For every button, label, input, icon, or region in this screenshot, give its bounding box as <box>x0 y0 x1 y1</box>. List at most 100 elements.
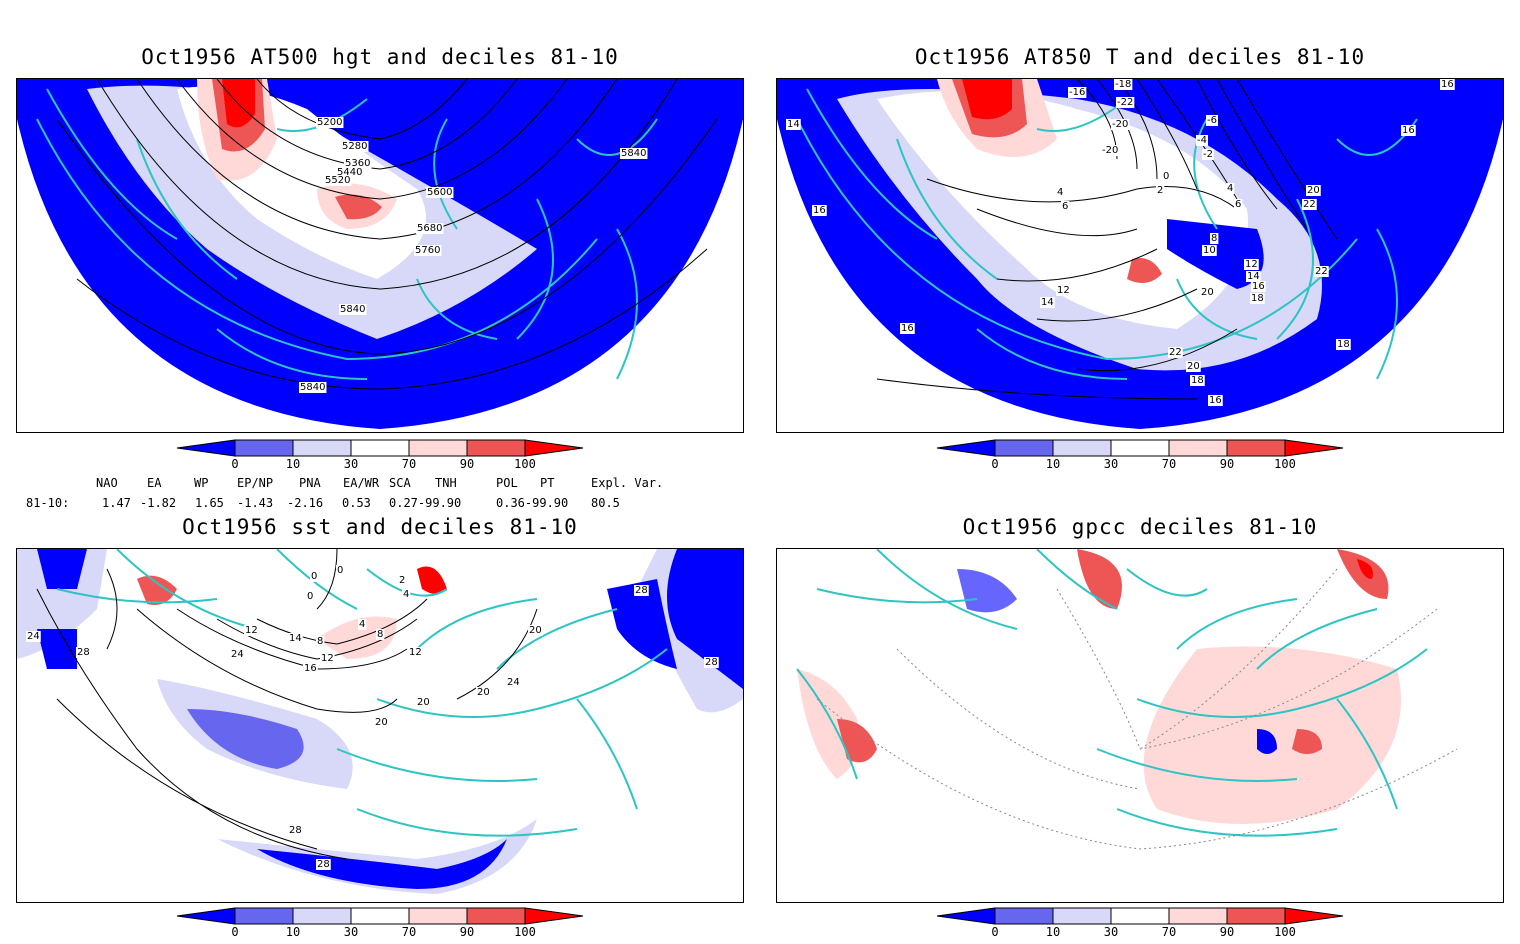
colorbar-segment <box>234 439 294 457</box>
contour-label: 5600 <box>427 187 452 198</box>
contour-label: 12 <box>409 647 422 658</box>
colorbar-segment <box>292 439 352 457</box>
index-header: PNA <box>299 476 321 490</box>
colorbar-tick-label: 0 <box>231 925 238 939</box>
index-value: -2.16 <box>287 496 324 510</box>
contour-label: 20 <box>417 697 430 708</box>
contour-label: 0 <box>307 591 313 602</box>
colorbar-segment <box>1052 439 1112 457</box>
contour-label: 16 <box>304 663 317 674</box>
colorbar-tick-label: 0 <box>991 925 998 939</box>
colorbar-segment <box>524 907 584 925</box>
index-value: 1.47 <box>102 496 131 510</box>
colorbar-segment <box>176 907 236 925</box>
colorbar-tick-label: 0 <box>991 457 998 471</box>
colorbar-tick-label: 70 <box>402 457 416 471</box>
colorbar-segment <box>1226 439 1286 457</box>
index-header: TNH <box>435 476 457 490</box>
contour-label: 24 <box>27 631 40 642</box>
colorbar-tick-label: 0 <box>231 457 238 471</box>
map-panel-gpcc <box>776 548 1504 903</box>
index-header: EA <box>147 476 162 490</box>
contour-label: 2 <box>399 575 405 586</box>
contour-label: 5280 <box>342 141 367 152</box>
colorbar-segment <box>292 907 352 925</box>
teleconnection-indices: NAO EA WP EP/NP PNA EA/WR SCA TNH POL PT… <box>0 474 760 514</box>
contour-label: 16 <box>1209 395 1222 406</box>
colorbar-tick-label: 100 <box>1274 925 1296 939</box>
contour-label: 14 <box>289 633 302 644</box>
contour-label: 0 <box>1163 171 1169 182</box>
colorbar-t850: 0 10 30 70 90 100 <box>935 438 1347 472</box>
colorbar-tick-label: 100 <box>1274 457 1296 471</box>
colorbar-segment <box>350 439 410 457</box>
contour-label: 20 <box>375 717 388 728</box>
colorbar-tick-label: 10 <box>286 457 300 471</box>
contour-label: -6 <box>1207 115 1217 126</box>
colorbar-tick-label: 30 <box>344 457 358 471</box>
colorbar-tick-label: 90 <box>460 457 474 471</box>
contour-label: -2 <box>1203 149 1213 160</box>
colorbar-sst: 0 10 30 70 90 100 <box>175 906 587 940</box>
colorbar-segment <box>234 907 294 925</box>
contour-label: 12 <box>1245 259 1258 270</box>
index-value: -1.82 <box>140 496 177 510</box>
index-value: 1.65 <box>195 496 224 510</box>
colorbar-gpcc: 0 10 30 70 90 100 <box>935 906 1347 940</box>
contour-label: 4 <box>1227 183 1233 194</box>
colorbar-segment <box>994 439 1054 457</box>
contour-label: 16 <box>813 205 826 216</box>
colorbar-segment <box>350 907 410 925</box>
colorbar-tick-label: 70 <box>1162 457 1176 471</box>
contour-label: 20 <box>1307 185 1320 196</box>
contour-label: 0 <box>311 571 317 582</box>
colorbar-segment <box>1052 907 1112 925</box>
index-header: SCA <box>389 476 411 490</box>
contour-label: -4 <box>1197 135 1207 146</box>
contour-label: 5840 <box>340 304 365 315</box>
colorbar-segment <box>466 439 526 457</box>
colorbar-tick-label: 70 <box>1162 925 1176 939</box>
colorbar-segment <box>524 439 584 457</box>
contour-label: 16 <box>1252 281 1265 292</box>
contour-label: 5680 <box>417 223 442 234</box>
contour-label: 5520 <box>325 175 350 186</box>
index-header: EA/WR <box>343 476 380 490</box>
contour-label: 5440 <box>337 167 362 178</box>
contour-label: 14 <box>1041 297 1054 308</box>
contour-label: 6 <box>1062 201 1068 212</box>
colorbar-tick-label: 30 <box>1104 925 1118 939</box>
colorbar-segment <box>936 907 996 925</box>
contour-label: 20 <box>529 625 542 636</box>
contour-label: 0 <box>337 565 343 576</box>
index-value: 80.5 <box>591 496 620 510</box>
contour-label: 5840 <box>300 382 325 393</box>
colorbar-segment <box>1226 907 1286 925</box>
contour-label: 28 <box>705 657 718 668</box>
colorbar-tick-label: 90 <box>1220 457 1234 471</box>
colorbar-tick-label: 90 <box>1220 925 1234 939</box>
contour-label: 28 <box>317 859 330 870</box>
colorbar-tick-label: 10 <box>1046 925 1060 939</box>
colorbar-tick-label: 90 <box>460 925 474 939</box>
contour-label: 16 <box>1402 125 1415 136</box>
colorbar-segment <box>466 907 526 925</box>
contour-label: 5760 <box>415 245 440 256</box>
colorbar-segment <box>1110 907 1170 925</box>
contour-label: 12 <box>321 653 334 664</box>
contour-label: 28 <box>77 647 90 658</box>
contour-label: 5360 <box>345 158 370 169</box>
contour-label: 14 <box>787 119 800 130</box>
colorbar-segment <box>1168 439 1228 457</box>
contour-label: 24 <box>507 677 520 688</box>
contour-label: 18 <box>1337 339 1350 350</box>
contour-label: 8 <box>1211 233 1217 244</box>
colorbar-segment <box>936 439 996 457</box>
colorbar-segment <box>1284 907 1344 925</box>
contour-label: -18 <box>1115 79 1131 90</box>
contour-label: 4 <box>1057 187 1063 198</box>
index-row-label: 81-10: <box>26 496 70 510</box>
contour-label: 5840 <box>621 148 646 159</box>
panel-title-4: Oct1956 gpcc deciles 81-10 <box>962 515 1318 539</box>
colorbar-tick-label: 100 <box>514 457 536 471</box>
